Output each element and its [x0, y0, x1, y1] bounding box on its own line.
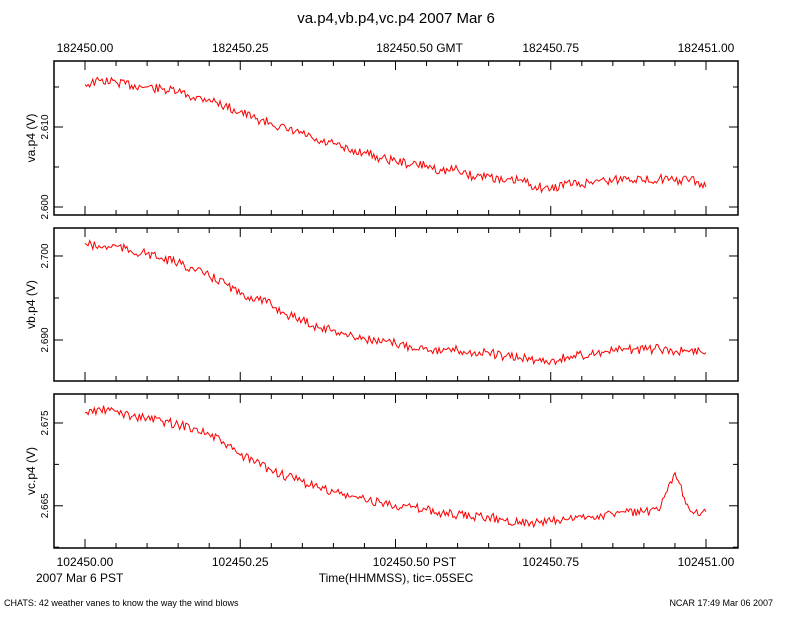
plot-frame: [53, 227, 739, 382]
bottom-x-tick-label: 102450.75: [522, 555, 579, 569]
bottom-x-tick-label: 102450.25: [212, 555, 269, 569]
panel-2: 2.690 2.700 vb.p4 (V): [24, 227, 739, 382]
y-tick-label: 2.700: [40, 243, 51, 268]
bottom-x-tick-label: 102451.00: [678, 555, 735, 569]
top-x-tick-label: 182450.75: [522, 41, 579, 55]
y-tick-label: 2.675: [40, 410, 51, 435]
top-x-tick-label: 182450.00: [57, 41, 114, 55]
y-axis-label: vc.p4 (V): [24, 447, 38, 495]
footer-right: NCAR 17:49 Mar 06 2007: [669, 598, 773, 608]
plot-frame: [53, 393, 739, 549]
bottom-x-tick-label: 102450.50 PST: [373, 555, 457, 569]
top-x-tick-label: 182450.50 GMT: [376, 41, 463, 55]
panel-3: 2.665 2.675 vc.p4 (V): [24, 393, 739, 549]
y-axis-label: va.p4 (V): [24, 114, 38, 163]
footer-left: CHATS: 42 weather vanes to know the way …: [4, 598, 239, 608]
chart-title: va.p4,vb.p4,vc.p4 2007 Mar 6: [297, 10, 495, 27]
x-axis-label: Time(HHMMSS), tic=.05SEC: [319, 571, 474, 585]
series-line: [84, 76, 707, 194]
y-tick-label: 2.610: [40, 114, 51, 139]
y-tick-label: 2.600: [40, 194, 51, 219]
bottom-x-tick-label: 102450.00: [57, 555, 114, 569]
y-tick-label: 2.665: [40, 493, 51, 518]
y-tick-label: 2.690: [40, 327, 51, 352]
top-x-tick-label: 182451.00: [678, 41, 735, 55]
top-x-tick-label: 182450.25: [212, 41, 269, 55]
series-line: [84, 405, 707, 529]
series-line: [84, 239, 707, 366]
date-label: 2007 Mar 6 PST: [36, 571, 124, 585]
y-axis-label: vb.p4 (V): [24, 280, 38, 329]
